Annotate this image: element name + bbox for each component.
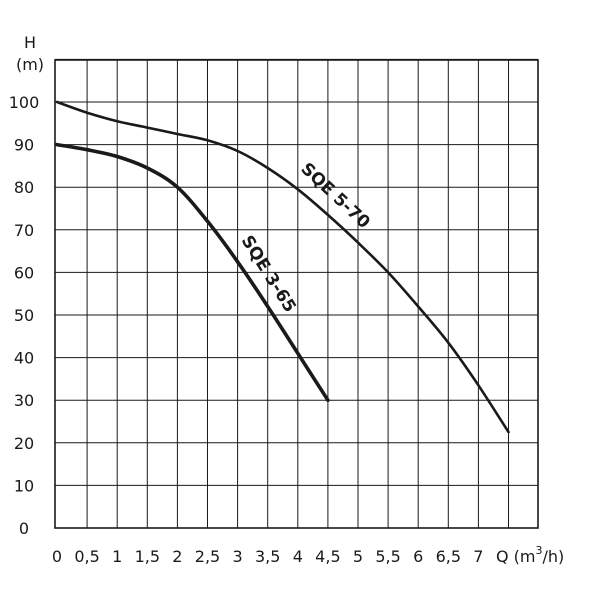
x-tick-label: 1,5	[135, 547, 160, 566]
y-tick-label: 0	[19, 519, 29, 538]
series-line-sqe-5-70	[55, 100, 510, 434]
x-tick-label: 3	[233, 547, 243, 566]
x-tick-label: 1	[112, 547, 122, 566]
y-tick-label: 10	[14, 476, 34, 495]
x-axis-label-superscript: 3	[536, 544, 543, 557]
y-tick-label: 50	[14, 306, 34, 325]
plot-frame	[54, 59, 539, 529]
curves	[55, 100, 510, 434]
x-tick-label: 4	[293, 547, 303, 566]
y-axis-label-line1: H	[24, 33, 36, 52]
x-tick-label: 4,5	[315, 547, 340, 566]
x-tick-labels: 0 0,5 1 1,5 2 2,5 3 3,5 4 4,5 5 5,5 6 6,5 7	[52, 547, 484, 566]
x-axis-label-suffix: /h)	[543, 547, 565, 566]
y-tick-label: 20	[14, 434, 34, 453]
y-tick-labels: 0 10 20 30 40 50 60 70 80 90 100	[9, 93, 40, 538]
series-line-sqe-3-65	[55, 142, 330, 402]
grid	[55, 58, 538, 528]
x-tick-label: 7	[473, 547, 483, 566]
y-tick-label: 100	[9, 93, 40, 112]
y-tick-label: 30	[14, 391, 34, 410]
x-tick-label: 5	[353, 547, 363, 566]
x-tick-label: 0	[52, 547, 62, 566]
x-tick-label: 2	[172, 547, 182, 566]
x-axis-label-prefix: Q (m	[496, 547, 536, 566]
x-tick-label: 5,5	[375, 547, 400, 566]
y-tick-label: 40	[14, 349, 34, 368]
y-tick-label: 70	[14, 221, 34, 240]
x-tick-label: 3,5	[255, 547, 280, 566]
x-tick-label: 2,5	[195, 547, 220, 566]
x-axis-label: Q (m3/h)	[496, 544, 564, 566]
x-tick-label: 6,5	[436, 547, 461, 566]
y-tick-label: 90	[14, 136, 34, 155]
y-tick-label: 80	[14, 178, 34, 197]
y-tick-label: 60	[14, 263, 34, 282]
y-axis-label-line2: (m)	[16, 55, 44, 74]
x-tick-label: 0,5	[74, 547, 99, 566]
x-tick-label: 6	[413, 547, 423, 566]
